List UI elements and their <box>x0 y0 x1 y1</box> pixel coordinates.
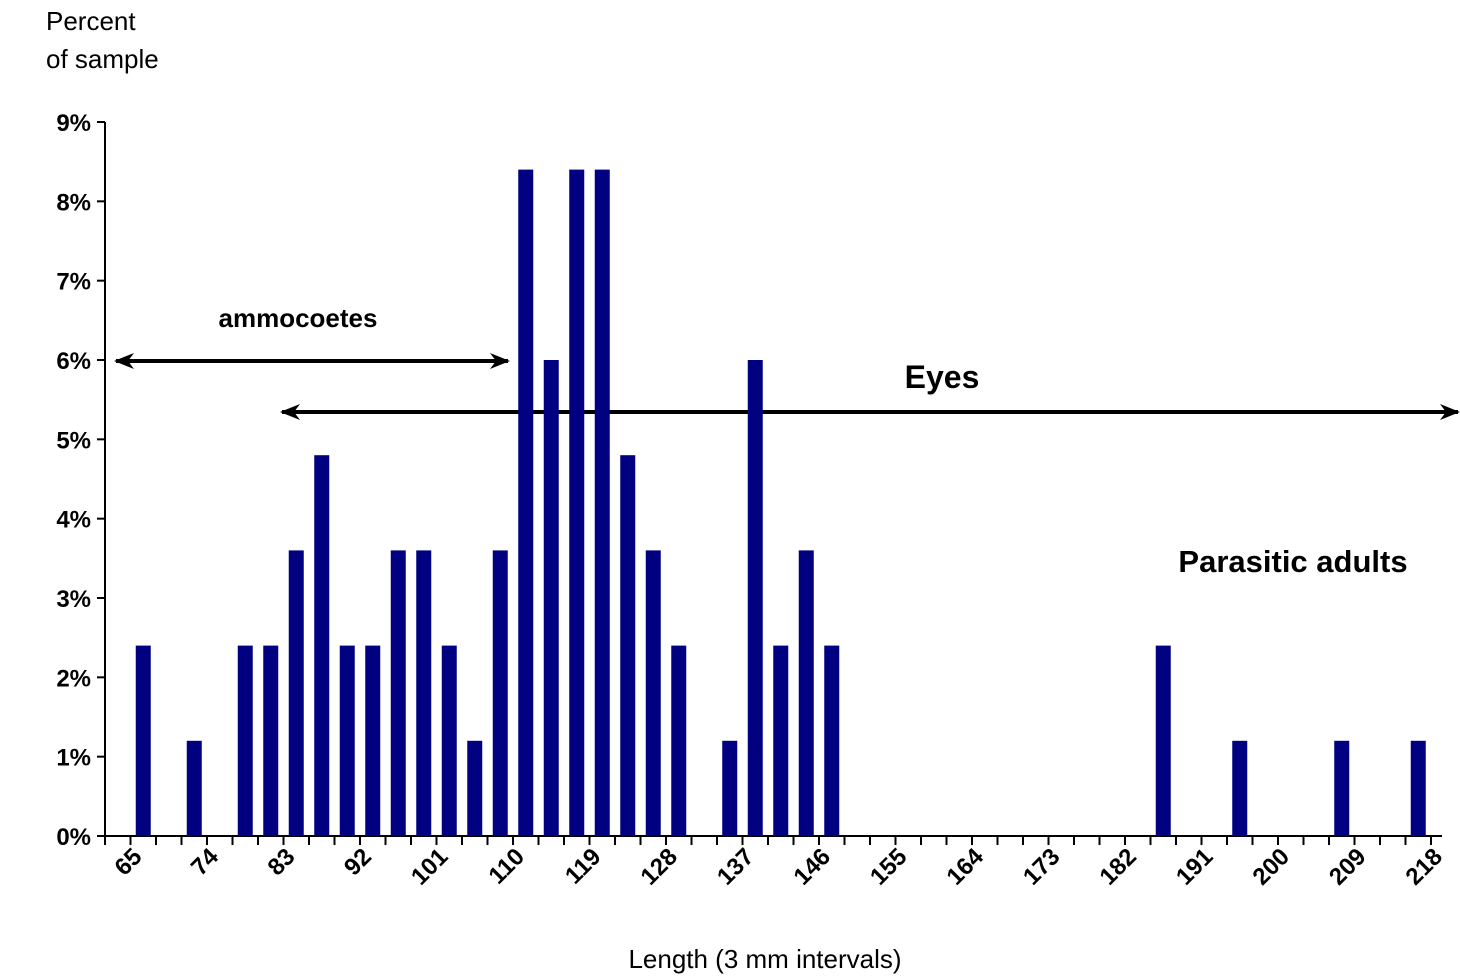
bar <box>594 169 610 837</box>
annotation: Parasitic adults <box>1178 544 1407 579</box>
x-tick-label: 83 <box>263 843 301 881</box>
x-tick-label: 200 <box>1248 843 1295 890</box>
x-tick-label: 92 <box>339 843 377 881</box>
x-tick-label: 101 <box>406 843 453 890</box>
bar <box>263 645 279 836</box>
bar <box>798 550 814 836</box>
y-tick-label: 6% <box>56 348 91 375</box>
y-axis-label: Percent <box>46 6 136 36</box>
annotation: Eyes <box>905 359 980 395</box>
x-tick-label: 164 <box>942 843 990 891</box>
bar <box>365 645 381 836</box>
bar <box>1334 740 1350 836</box>
bar <box>773 645 789 836</box>
bar <box>135 645 151 836</box>
x-tick-label: 119 <box>560 843 606 889</box>
bar <box>492 550 508 836</box>
bar <box>722 740 738 836</box>
x-tick-label: 146 <box>789 843 836 890</box>
bar <box>747 360 763 836</box>
x-tick-label: 191 <box>1171 843 1218 890</box>
x-tick-label: 182 <box>1095 843 1142 890</box>
bar <box>288 550 304 836</box>
bar <box>1232 740 1248 836</box>
y-tick-label: 5% <box>56 427 91 454</box>
bar <box>416 550 432 836</box>
bar <box>1155 645 1171 836</box>
bar <box>339 645 355 836</box>
y-tick-label: 8% <box>56 189 91 216</box>
y-tick-label: 2% <box>56 665 91 692</box>
bar <box>467 740 483 836</box>
y-tick-label: 9% <box>56 110 91 137</box>
x-tick-label: 155 <box>865 843 912 890</box>
bar <box>186 740 202 836</box>
bar <box>543 360 559 836</box>
annotation: ammocoetes <box>219 303 378 333</box>
x-tick-label: 128 <box>636 843 683 890</box>
x-axis-label: Length (3 mm intervals) <box>628 944 901 974</box>
x-tick-label: 110 <box>484 843 530 889</box>
bar <box>390 550 406 836</box>
bar <box>518 169 534 837</box>
x-tick-label: 65 <box>110 843 148 881</box>
y-axis-label: of sample <box>46 44 159 74</box>
bar <box>1410 740 1426 836</box>
bar <box>569 169 585 837</box>
bar <box>824 645 840 836</box>
bar <box>620 455 636 836</box>
y-tick-label: 7% <box>56 269 91 296</box>
y-tick-label: 3% <box>56 586 91 613</box>
x-tick-label: 137 <box>712 843 759 890</box>
bar <box>314 455 330 836</box>
bar <box>671 645 687 836</box>
bar <box>441 645 457 836</box>
y-tick-label: 4% <box>56 507 91 534</box>
x-tick-label: 209 <box>1324 843 1371 890</box>
y-tick-label: 0% <box>56 824 91 851</box>
x-tick-label: 74 <box>186 843 224 881</box>
bar <box>237 645 253 836</box>
bar <box>645 550 661 836</box>
x-tick-label: 218 <box>1401 843 1448 890</box>
x-tick-label: 173 <box>1018 843 1065 890</box>
y-tick-label: 1% <box>56 745 91 772</box>
